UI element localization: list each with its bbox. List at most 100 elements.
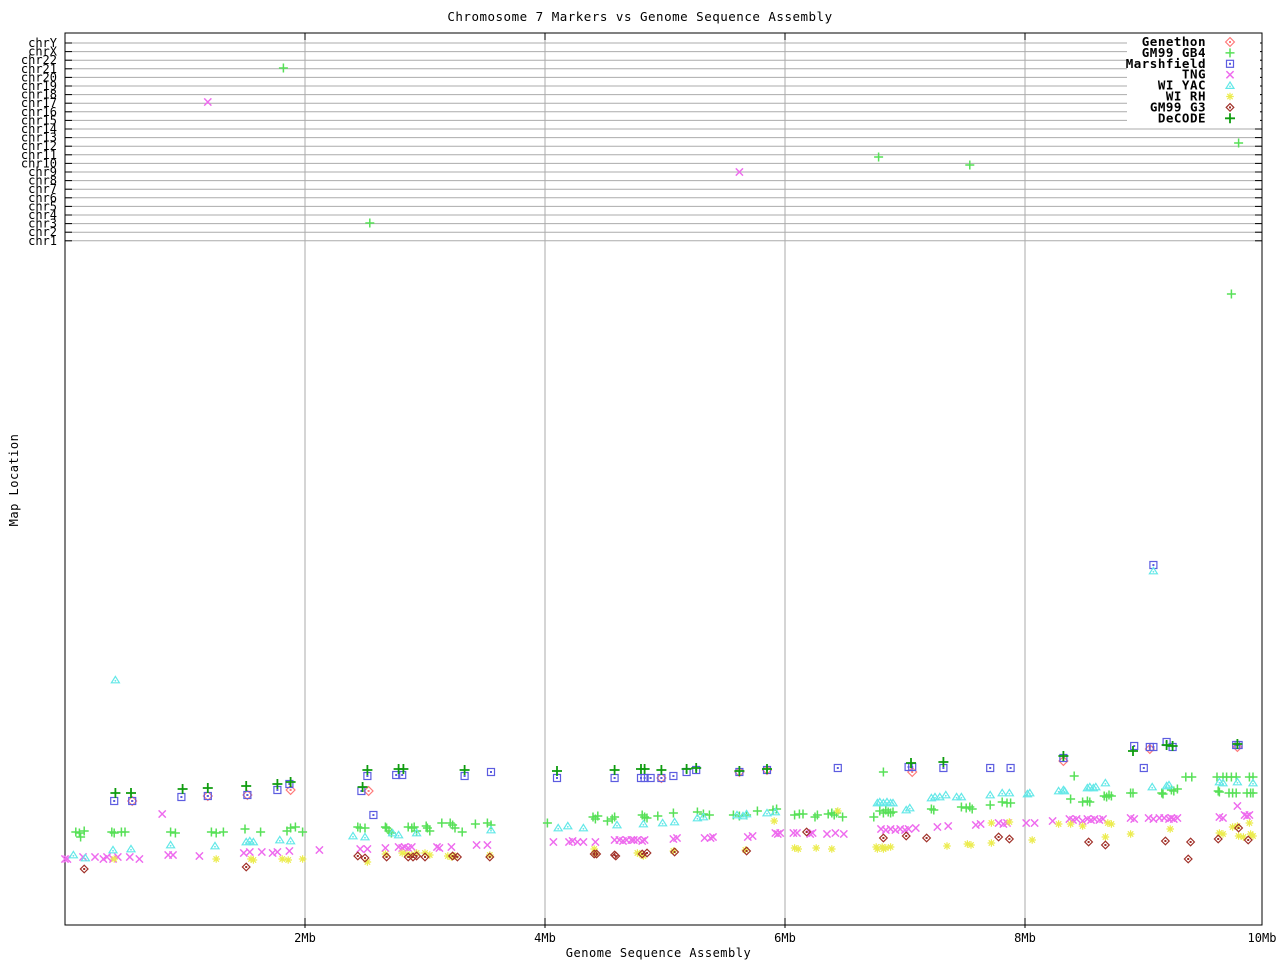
data-point: [741, 846, 750, 854]
data-point: [1214, 787, 1224, 797]
legend-label: WI YAC: [1158, 78, 1206, 93]
data-point: [578, 823, 589, 832]
data-point: [203, 97, 212, 107]
data-point: [1066, 794, 1076, 804]
data-point: [1107, 820, 1116, 828]
data-point: [68, 850, 79, 859]
data-point: [812, 810, 822, 820]
data-point: [289, 840, 292, 843]
y-tick-label: chr18: [21, 88, 57, 102]
data-point: [128, 796, 137, 806]
data-point: [488, 856, 491, 858]
data-point: [748, 831, 757, 841]
y-tick-label: chr12: [21, 139, 57, 153]
data-point: [989, 794, 992, 797]
data-point: [483, 840, 492, 850]
legend-marker: [1229, 62, 1231, 65]
data-point: [614, 855, 617, 857]
data-point: [1028, 792, 1031, 795]
data-point: [985, 800, 995, 810]
data-point: [789, 828, 798, 838]
data-point: [424, 856, 426, 858]
data-point: [1218, 781, 1221, 784]
data-point: [391, 832, 394, 835]
data-point: [456, 856, 459, 858]
legend-background: [1127, 35, 1260, 126]
data-point: [642, 813, 652, 823]
data-point: [573, 837, 582, 847]
legend-marker: [1229, 85, 1231, 88]
data-point: [556, 777, 558, 779]
data-point: [107, 827, 117, 837]
data-point: [812, 844, 820, 852]
legend-marker: [1226, 92, 1234, 101]
data-point: [274, 835, 285, 844]
data-point: [245, 866, 248, 868]
data-point: [642, 823, 645, 826]
data-point: [131, 800, 134, 802]
data-point: [366, 775, 369, 777]
data-point: [407, 856, 410, 858]
data-point: [649, 777, 652, 779]
data-point: [1167, 813, 1176, 823]
data-point: [315, 845, 324, 855]
data-point: [745, 850, 748, 852]
data-point: [1213, 834, 1223, 844]
data-point: [640, 773, 649, 783]
data-point: [276, 789, 279, 791]
data-point: [869, 812, 879, 822]
data-point: [892, 802, 894, 805]
data-point: [1247, 778, 1259, 787]
data-point: [352, 835, 354, 838]
data-point: [1172, 784, 1182, 794]
data-point: [673, 851, 676, 853]
data-point: [1128, 788, 1138, 798]
data-point: [356, 855, 359, 857]
data-point: [638, 836, 647, 846]
legend-label: Genethon: [1142, 34, 1206, 49]
data-point: [1148, 566, 1159, 575]
data-point: [806, 829, 815, 839]
data-point: [639, 764, 650, 774]
data-point: [369, 810, 378, 820]
data-point: [773, 829, 782, 839]
data-point: [1094, 786, 1097, 789]
data-point: [1139, 763, 1148, 773]
legend-label: GM99 GB4: [1142, 45, 1206, 60]
data-point: [381, 852, 392, 862]
data-point: [611, 851, 621, 861]
data-point: [1167, 741, 1178, 751]
data-point: [956, 792, 967, 801]
data-point: [643, 777, 646, 779]
data-point: [110, 788, 121, 798]
data-point: [398, 764, 409, 774]
data-point: [395, 774, 398, 776]
data-point: [120, 827, 130, 837]
data-point: [180, 796, 183, 798]
data-point: [1233, 823, 1244, 833]
data-point: [1128, 746, 1138, 756]
data-point: [298, 855, 307, 863]
data-point: [591, 837, 600, 847]
data-point: [1152, 564, 1155, 566]
data-point: [736, 814, 738, 817]
data-point: [290, 822, 300, 832]
data-point: [360, 823, 370, 833]
data-point: [426, 851, 434, 859]
data-point: [997, 788, 1008, 797]
data-point: [286, 823, 296, 833]
data-point: [1187, 772, 1197, 782]
data-point: [1231, 788, 1241, 798]
data-point: [486, 767, 496, 777]
data-point: [1152, 746, 1155, 748]
data-point: [206, 795, 209, 797]
data-point: [934, 796, 936, 799]
data-point: [637, 849, 647, 859]
data-point: [553, 823, 564, 832]
data-point: [209, 841, 221, 850]
data-point: [90, 852, 100, 862]
data-point: [698, 812, 709, 821]
data-point: [590, 845, 598, 853]
data-point: [741, 846, 752, 856]
legend-label: Marshfield: [1126, 56, 1206, 71]
